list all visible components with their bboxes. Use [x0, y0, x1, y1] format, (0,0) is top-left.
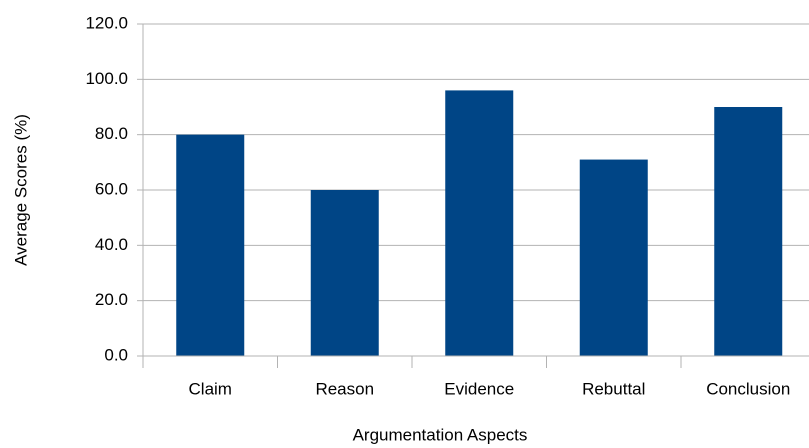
y-tick-label: 40.0	[95, 235, 128, 254]
x-tick-label: Claim	[189, 379, 232, 398]
x-tick-label: Conclusion	[706, 379, 790, 398]
y-tick-label: 100.0	[85, 69, 128, 88]
bar	[176, 134, 245, 356]
y-tick-label: 0.0	[104, 345, 128, 364]
y-tick-label: 60.0	[95, 179, 128, 198]
y-tick-label: 20.0	[95, 290, 128, 309]
x-tick-label: Evidence	[444, 379, 514, 398]
bar	[714, 107, 783, 356]
y-axis-title: Average Scores (%)	[11, 114, 30, 266]
bar	[445, 90, 514, 357]
x-tick-label: Reason	[315, 379, 374, 398]
y-tick-label: 80.0	[95, 124, 128, 143]
x-tick-label: Rebuttal	[582, 379, 645, 398]
bar	[310, 190, 379, 356]
x-axis-title: Argumentation Aspects	[353, 425, 528, 444]
y-tick-label: 120.0	[85, 13, 128, 32]
bar	[579, 159, 648, 356]
